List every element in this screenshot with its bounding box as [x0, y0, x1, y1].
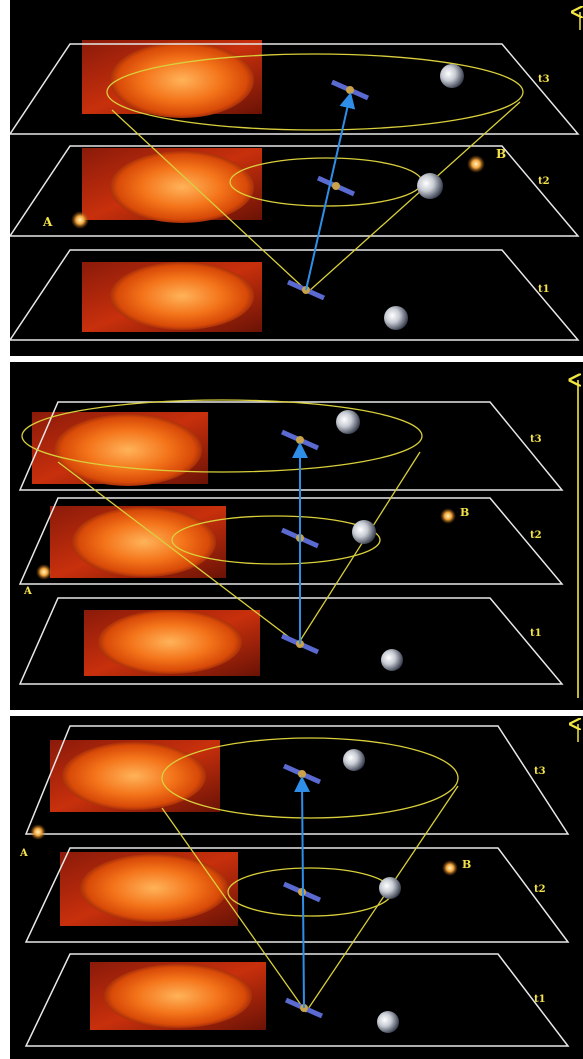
earth-icon	[377, 1011, 399, 1033]
time-plane-t3	[18, 401, 564, 491]
diagram-panel-1: A B t3 t2 t1	[10, 0, 583, 356]
time-plane-t2	[24, 847, 570, 943]
time-label-t1: t1	[530, 628, 542, 639]
sun-image-t3	[82, 40, 262, 118]
time-label-t3: t3	[538, 74, 550, 85]
time-plane-t3	[10, 43, 580, 135]
time-plane-t2	[10, 145, 580, 237]
sun-image-t3	[50, 740, 220, 812]
point-a-label: A	[19, 848, 28, 859]
earth-icon	[352, 520, 376, 544]
earth-icon	[379, 877, 401, 899]
time-label-t2: t2	[538, 176, 550, 187]
time-label-t3: t3	[530, 434, 542, 445]
earth-icon	[343, 749, 365, 771]
sun-image-t1	[90, 962, 266, 1030]
time-plane-t2	[18, 497, 564, 585]
sun-image-t3	[32, 412, 208, 486]
sun-image-t1	[84, 610, 260, 676]
panel-2-graphic: A B t3 t2 t1	[18, 362, 583, 698]
star-a-icon	[36, 564, 52, 580]
star-b-icon	[442, 860, 458, 876]
point-a-label: A	[42, 215, 53, 229]
star-b-icon	[440, 508, 456, 524]
time-label-t2: t2	[530, 530, 542, 541]
diagram-panel-2: A B t3 t2 t1	[10, 362, 583, 710]
time-plane-t1	[24, 953, 570, 1047]
star-a-icon	[30, 824, 46, 840]
satellite-icon	[318, 178, 354, 194]
sun-image-t2	[82, 148, 262, 223]
star-b-icon	[467, 155, 485, 173]
star-a-icon	[71, 211, 89, 229]
panel-3-graphic: A B t3 t2 t1	[19, 716, 583, 1047]
light-cone	[21, 399, 423, 645]
sun-image-t1	[82, 262, 262, 332]
sun-image-t2	[60, 852, 238, 926]
satellite-icon	[282, 432, 318, 448]
time-plane-t1	[10, 249, 580, 341]
satellite-icon	[332, 82, 368, 98]
panel-1-graphic: A B t3 t2 t1	[10, 0, 583, 341]
sun-image-t2	[50, 506, 226, 578]
time-label-t1: t1	[538, 284, 550, 295]
point-b-label: B	[496, 147, 506, 161]
time-plane-t1	[18, 597, 564, 685]
sightline-arrow	[294, 776, 311, 1009]
satellite-icon	[284, 766, 320, 782]
point-b-label: B	[462, 858, 471, 871]
point-b-label: B	[460, 506, 469, 519]
earth-icon	[384, 306, 408, 330]
sightline-arrow	[305, 92, 356, 291]
earth-icon	[417, 173, 443, 199]
time-label-t3: t3	[534, 766, 546, 777]
time-label-t1: t1	[534, 994, 546, 1005]
earth-icon	[336, 410, 360, 434]
earth-icon	[440, 64, 464, 88]
earth-icon	[381, 649, 403, 671]
point-a-label: A	[23, 586, 32, 597]
time-label-t2: t2	[534, 884, 546, 895]
diagram-panel-3: A B t3 t2 t1	[10, 716, 583, 1059]
time-plane-t3	[24, 725, 570, 835]
